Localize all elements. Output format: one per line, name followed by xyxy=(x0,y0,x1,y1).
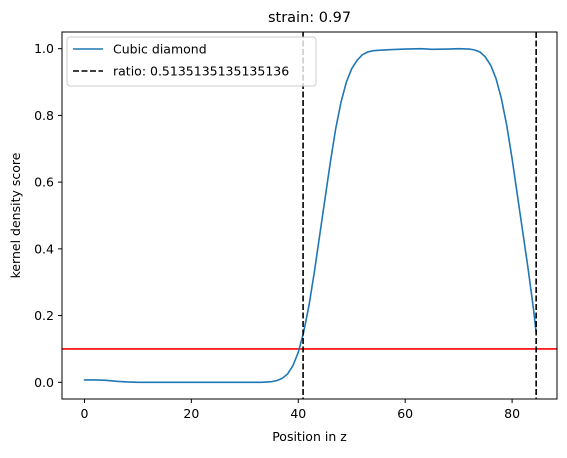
x-axis-ticks: 0 20 40 60 80 xyxy=(80,399,520,421)
y-axis-ticks: 0.0 0.2 0.4 0.6 0.8 1.0 xyxy=(34,41,62,390)
chart-title: strain: 0.97 xyxy=(268,10,351,26)
x-tick-label-3: 60 xyxy=(397,406,413,421)
legend: Cubic diamond ratio: 0.5135135135135136 xyxy=(66,36,317,87)
x-tick-label-1: 20 xyxy=(183,406,199,421)
y-axis-label: kernel density score xyxy=(8,152,23,278)
y-tick-label-2: 0.4 xyxy=(34,241,54,256)
legend-label-ratio: ratio: 0.5135135135135136 xyxy=(113,64,289,79)
y-tick-label-0: 0.0 xyxy=(34,375,54,390)
y-tick-label-1: 0.2 xyxy=(34,308,54,323)
series-lines xyxy=(83,47,537,384)
x-tick-label-4: 80 xyxy=(504,406,520,421)
x-axis-label: Position in z xyxy=(272,429,347,444)
ratio-lines xyxy=(302,32,537,399)
y-tick-label-4: 0.8 xyxy=(34,108,54,123)
x-tick-label-0: 0 xyxy=(80,406,88,421)
y-tick-label-3: 0.6 xyxy=(34,175,54,190)
series-line-0 xyxy=(83,47,537,384)
y-tick-label-5: 1.0 xyxy=(34,41,54,56)
legend-box xyxy=(66,36,317,87)
legend-label-series: Cubic diamond xyxy=(113,42,207,57)
x-tick-label-2: 40 xyxy=(290,406,306,421)
plot-frame xyxy=(61,31,558,400)
